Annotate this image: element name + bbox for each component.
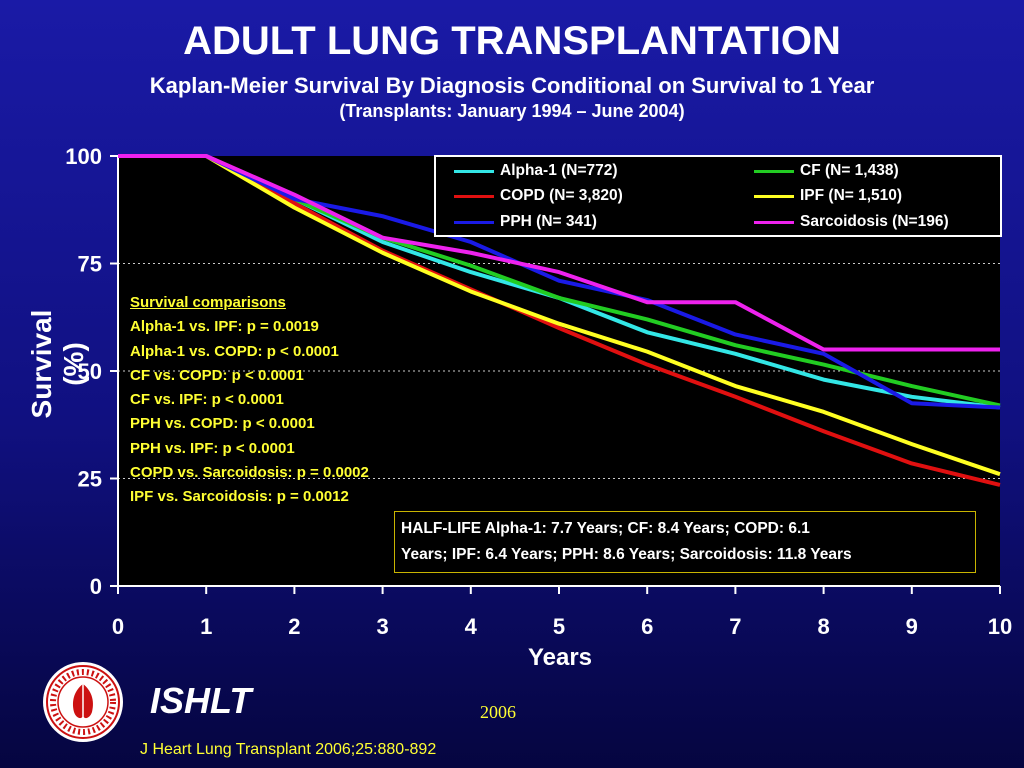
x-tick-label: 1 xyxy=(200,614,212,639)
y-tick-label: 50 xyxy=(78,359,102,384)
legend-swatch xyxy=(454,194,494,198)
legend-swatch xyxy=(754,194,794,198)
legend-swatch xyxy=(454,220,494,224)
half-life-line: HALF-LIFE Alpha-1: 7.7 Years; CF: 8.4 Ye… xyxy=(401,520,810,537)
x-tick-label: 2 xyxy=(288,614,300,639)
x-tick-label: 0 xyxy=(112,614,124,639)
comparison-line: COPD vs. Sarcoidosis: p = 0.0002 xyxy=(130,464,369,482)
legend-item: CF (N= 1,438) xyxy=(754,160,899,182)
comparison-line: PPH vs. COPD: p < 0.0001 xyxy=(130,415,315,433)
ishlt-seal-icon xyxy=(43,662,123,742)
y-tick-label: 75 xyxy=(78,252,102,277)
x-axis-label: Years xyxy=(527,644,593,671)
x-tick-label: 6 xyxy=(641,614,653,639)
legend-item: COPD (N= 3,820) xyxy=(454,185,623,207)
legend-label: IPF (N= 1,510) xyxy=(800,187,903,204)
x-tick-label: 4 xyxy=(465,614,478,639)
x-tick-label: 7 xyxy=(729,614,741,639)
series-line-pph xyxy=(118,154,1001,410)
legend-item: Alpha-1 (N=772) xyxy=(454,160,618,182)
legend-swatch xyxy=(454,169,494,173)
comparison-line: CF vs. IPF: p < 0.0001 xyxy=(130,391,284,409)
y-axis-label: Survival (%) xyxy=(26,309,89,419)
org-name: ISHLT xyxy=(150,680,252,721)
date-range-subtitle: (Transplants: January 1994 – June 2004) xyxy=(339,101,685,121)
legend-label: Sarcoidosis (N=196) xyxy=(800,213,949,230)
legend-swatch xyxy=(754,220,794,224)
y-tick-label: 25 xyxy=(78,467,102,492)
survival-comparisons: Survival comparisons Alpha-1 vs. IPF: p … xyxy=(130,291,369,510)
legend-label: Alpha-1 (N=772) xyxy=(500,162,618,179)
y-tick-label: 100 xyxy=(65,144,102,169)
chart-legend: Alpha-1 (N=772) CF (N= 1,438) COPD (N= 3,8… xyxy=(434,155,1002,237)
x-tick-label: 10 xyxy=(988,614,1012,639)
legend-item: IPF (N= 1,510) xyxy=(754,185,902,207)
x-tick-label: 9 xyxy=(906,614,918,639)
legend-item: PPH (N= 341) xyxy=(454,211,597,233)
comparison-line: IPF vs. Sarcoidosis: p = 0.0012 xyxy=(130,488,349,506)
x-tick-label: 8 xyxy=(817,614,829,639)
legend-item: Sarcoidosis (N=196) xyxy=(754,211,949,233)
chart-subtitle: Kaplan-Meier Survival By Diagnosis Condi… xyxy=(149,73,875,98)
half-life-box: HALF-LIFE Alpha-1: 7.7 Years; CF: 8.4 Ye… xyxy=(394,511,976,573)
comparison-line: Alpha-1 vs. IPF: p = 0.0019 xyxy=(130,318,319,336)
citation: J Heart Lung Transplant 2006;25:880-892 xyxy=(140,741,437,758)
series-line-copd xyxy=(118,154,1001,487)
y-tick-label: 0 xyxy=(90,574,102,599)
report-year: 2006 xyxy=(480,702,516,722)
legend-label: COPD (N= 3,820) xyxy=(500,187,623,204)
comparison-line: PPH vs. IPF: p < 0.0001 xyxy=(130,439,295,457)
x-tick-label: 3 xyxy=(376,614,388,639)
page-title: ADULT LUNG TRANSPLANTATION xyxy=(183,19,841,63)
series-lines xyxy=(118,154,1001,487)
comparison-line: Alpha-1 vs. COPD: p < 0.0001 xyxy=(130,342,339,360)
legend-label: CF (N= 1,438) xyxy=(800,162,899,179)
legend-swatch xyxy=(754,169,794,173)
comparison-line: CF vs. COPD: p < 0.0001 xyxy=(130,366,304,384)
comparisons-heading: Survival comparisons xyxy=(130,294,286,311)
half-life-line: Years; IPF: 6.4 Years; PPH: 8.6 Years; S… xyxy=(401,546,852,563)
legend-label: PPH (N= 341) xyxy=(500,213,597,230)
series-line-ipf xyxy=(118,154,1001,477)
series-line-sarcoidosis xyxy=(118,154,1000,352)
x-tick-label: 5 xyxy=(553,614,565,639)
